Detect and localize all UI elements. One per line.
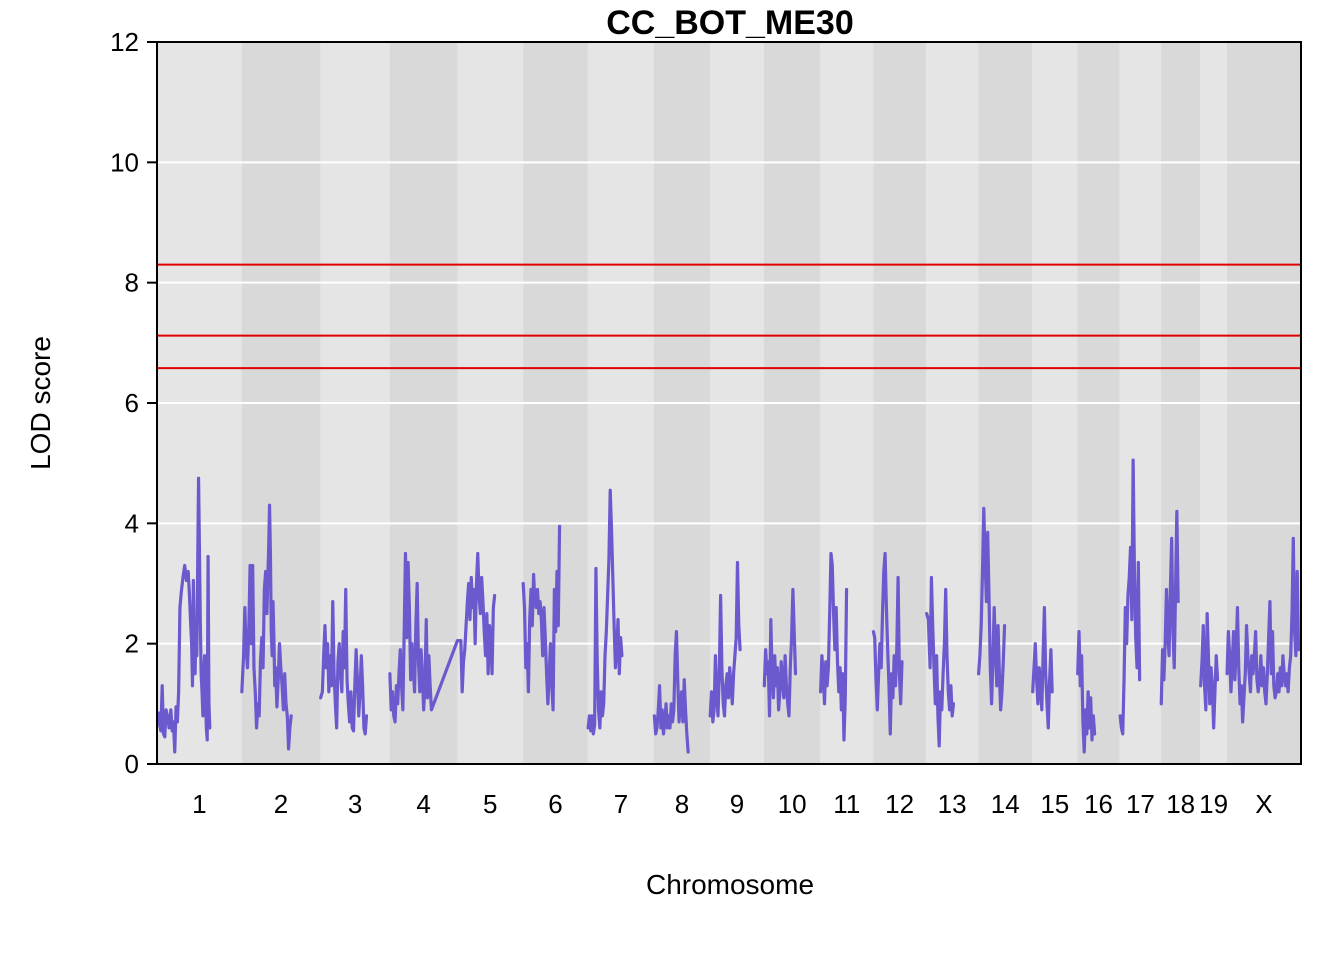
lod-curve-chr-1 — [156, 476, 212, 754]
y-tick-label-0: 0 — [125, 749, 139, 779]
lod-curve-chr-4 — [388, 551, 460, 724]
lod-curve-chr-6 — [521, 524, 562, 712]
x-tick-label-7: 7 — [614, 789, 628, 819]
x-tick-label-1: 1 — [192, 789, 206, 819]
lod-curve-chr-12 — [871, 551, 904, 736]
y-tick-label-10: 10 — [110, 147, 139, 177]
y-tick-label-2: 2 — [125, 629, 139, 659]
y-axis: 0 2 4 6 8 10 12 — [110, 27, 157, 779]
y-tick-label-12: 12 — [110, 27, 139, 57]
x-axis: 1 2 3 4 5 6 7 8 9 10 11 12 13 14 15 16 17 18 19 X — [192, 789, 1273, 819]
x-tick-label-4: 4 — [416, 789, 430, 819]
lod-curve-chr-18 — [1159, 509, 1180, 706]
x-tick-label-5: 5 — [483, 789, 497, 819]
y-axis-title: LOD score — [25, 336, 56, 470]
chart-title: CC_BOT_ME30 — [606, 4, 854, 42]
lod-curve-chr-10 — [762, 587, 798, 718]
lod-curve-chr-15 — [1031, 605, 1054, 730]
x-tick-label-15: 15 — [1040, 789, 1069, 819]
x-tick-label-19: 19 — [1199, 789, 1228, 819]
lod-curve-chr-2 — [240, 503, 293, 751]
y-tick-label-8: 8 — [125, 268, 139, 298]
lod-curve-chr-17 — [1118, 458, 1142, 736]
x-tick-label-2: 2 — [274, 789, 288, 819]
lod-curve-chr-3 — [319, 587, 369, 736]
lod-curve-chr-5 — [457, 551, 497, 694]
x-tick-label-10: 10 — [778, 789, 807, 819]
x-tick-label-9: 9 — [730, 789, 744, 819]
lod-series — [156, 458, 1301, 754]
x-tick-label-x: X — [1255, 789, 1272, 819]
x-tick-label-8: 8 — [675, 789, 689, 819]
lod-curve-chr-19 — [1199, 611, 1220, 730]
x-axis-title: Chromosome — [646, 869, 814, 900]
y-tick-label-6: 6 — [125, 388, 139, 418]
x-tick-label-13: 13 — [938, 789, 967, 819]
lod-curve-chr-9 — [708, 560, 742, 724]
x-tick-label-6: 6 — [548, 789, 562, 819]
lod-curve-chr-13 — [925, 575, 956, 748]
x-tick-label-17: 17 — [1126, 789, 1155, 819]
y-tick-label-4: 4 — [125, 508, 139, 538]
lod-curve-chr-16 — [1076, 630, 1097, 754]
lod-curve-chr-x — [1225, 536, 1301, 724]
lod-curve-chr-8 — [652, 630, 690, 754]
x-tick-label-18: 18 — [1166, 789, 1195, 819]
x-tick-label-16: 16 — [1084, 789, 1113, 819]
x-tick-label-3: 3 — [348, 789, 362, 819]
x-tick-label-11: 11 — [833, 789, 860, 819]
lod-curve-chr-7 — [586, 488, 624, 736]
lod-curve-chr-14 — [977, 506, 1007, 712]
x-tick-label-12: 12 — [885, 789, 914, 819]
lod-curve-chr-11 — [819, 551, 849, 742]
threshold-lines — [157, 263, 1301, 370]
x-tick-label-14: 14 — [991, 789, 1020, 819]
